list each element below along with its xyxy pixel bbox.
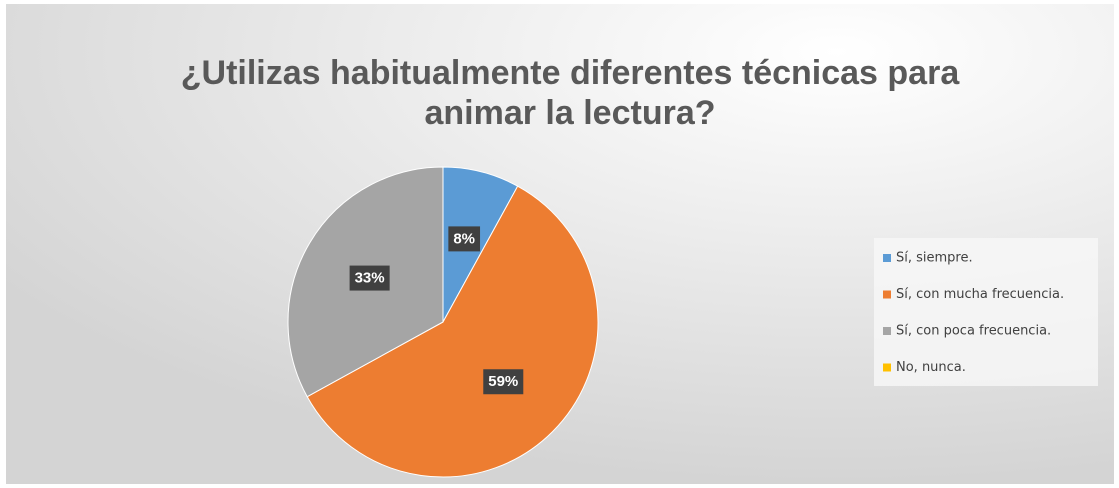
data-label-box xyxy=(349,265,390,291)
legend-swatch xyxy=(883,327,891,335)
legend-swatch xyxy=(883,290,891,299)
legend-label: Sí, con poca frecuencia. xyxy=(896,324,1051,339)
data-label-box xyxy=(483,369,524,395)
data-label-box xyxy=(448,226,481,252)
chart-title: ¿Utilizas habitualmente diferentes técni… xyxy=(181,54,961,92)
legend-swatch xyxy=(883,363,891,372)
legend-label: No, nunca. xyxy=(896,360,966,375)
legend-box xyxy=(874,238,1098,386)
legend-label: Sí, siempre. xyxy=(896,251,973,266)
data-label: 33% xyxy=(355,270,385,287)
pie-slice xyxy=(306,185,599,478)
data-label: 8% xyxy=(453,230,475,247)
legend-swatch xyxy=(883,254,891,262)
legend-label: Sí, con mucha frecuencia. xyxy=(896,287,1064,302)
chart-title: animar la lectura? xyxy=(424,94,715,132)
data-label: 59% xyxy=(488,373,518,390)
